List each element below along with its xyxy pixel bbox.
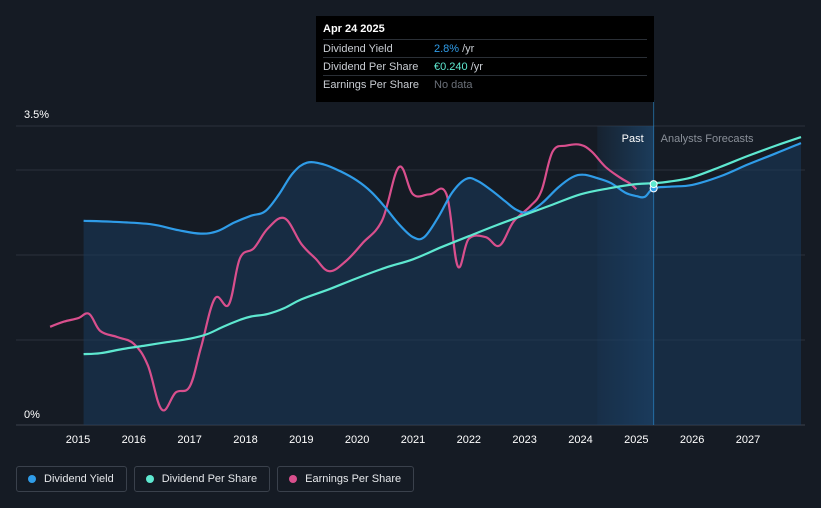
- tooltip-label: Earnings Per Share: [323, 78, 419, 91]
- tooltip-unit: /yr: [462, 42, 475, 55]
- x-tick-label: 2022: [457, 434, 481, 446]
- x-tick-label: 2016: [122, 434, 146, 446]
- forecast-label: Analysts Forecasts: [661, 133, 754, 145]
- tooltip-row-dividend-per-share: Dividend Per Share €0.240 /yr: [323, 57, 647, 75]
- legend-dot-icon: [145, 475, 154, 483]
- series-line-dividend-per-share: [83, 136, 802, 356]
- y-axis-label-bottom: 0%: [24, 409, 40, 421]
- legend-dividend-per-share[interactable]: Dividend Per Share: [133, 466, 271, 492]
- tooltip-label: Dividend Per Share: [323, 60, 419, 73]
- x-tick-label: 2027: [736, 434, 760, 446]
- tooltip-row-dividend-yield: Dividend Yield 2.8% /yr: [323, 39, 647, 57]
- legend-label: Dividend Per Share: [161, 473, 258, 485]
- series-lines: [49, 136, 802, 412]
- tooltip-value: No data: [434, 78, 473, 91]
- series-markers: [649, 180, 658, 193]
- legend-dividend-yield[interactable]: Dividend Yield: [16, 466, 127, 492]
- x-tick-label: 2024: [568, 434, 592, 446]
- tooltip-date: Apr 24 2025: [323, 23, 385, 35]
- tooltip: Apr 24 2025 Dividend Yield 2.8% /yr Divi…: [316, 16, 654, 102]
- x-tick-label: 2017: [177, 434, 201, 446]
- tooltip-unit: /yr: [470, 60, 483, 73]
- x-tick-label: 2018: [233, 434, 257, 446]
- tooltip-value: €0.240: [434, 60, 468, 73]
- x-tick-label: 2025: [624, 434, 648, 446]
- tooltip-row-earnings-per-share: Earnings Per Share No data: [323, 75, 647, 93]
- x-tick-label: 2026: [680, 434, 704, 446]
- marker-dividend-per-share: [649, 180, 658, 189]
- tooltip-label: Dividend Yield: [323, 42, 393, 55]
- tooltip-value: 2.8%: [434, 42, 460, 55]
- series-line-dividend-yield: [83, 142, 802, 241]
- x-tick-label: 2020: [345, 434, 369, 446]
- x-tick-label: 2023: [512, 434, 536, 446]
- x-axis-ticks: 2015 2016 2017 2018 2019 2020 2021 2022 2023 2024…: [66, 434, 760, 446]
- legend: Dividend Yield Dividend Per Share Earnin…: [16, 466, 415, 492]
- x-tick-label: 2015: [66, 434, 90, 446]
- legend-label: Dividend Yield: [44, 473, 114, 485]
- series-line-earnings-per-share: [49, 143, 638, 412]
- legend-earnings-per-share[interactable]: Earnings Per Share: [277, 466, 415, 492]
- y-axis-label-top: 3.5%: [24, 109, 49, 121]
- x-tick-label: 2019: [289, 434, 313, 446]
- x-tick-label: 2021: [401, 434, 425, 446]
- legend-dot-icon: [28, 475, 36, 483]
- legend-dot-icon: [289, 475, 298, 483]
- legend-label: Earnings Per Share: [305, 473, 402, 485]
- past-label: Past: [622, 133, 644, 145]
